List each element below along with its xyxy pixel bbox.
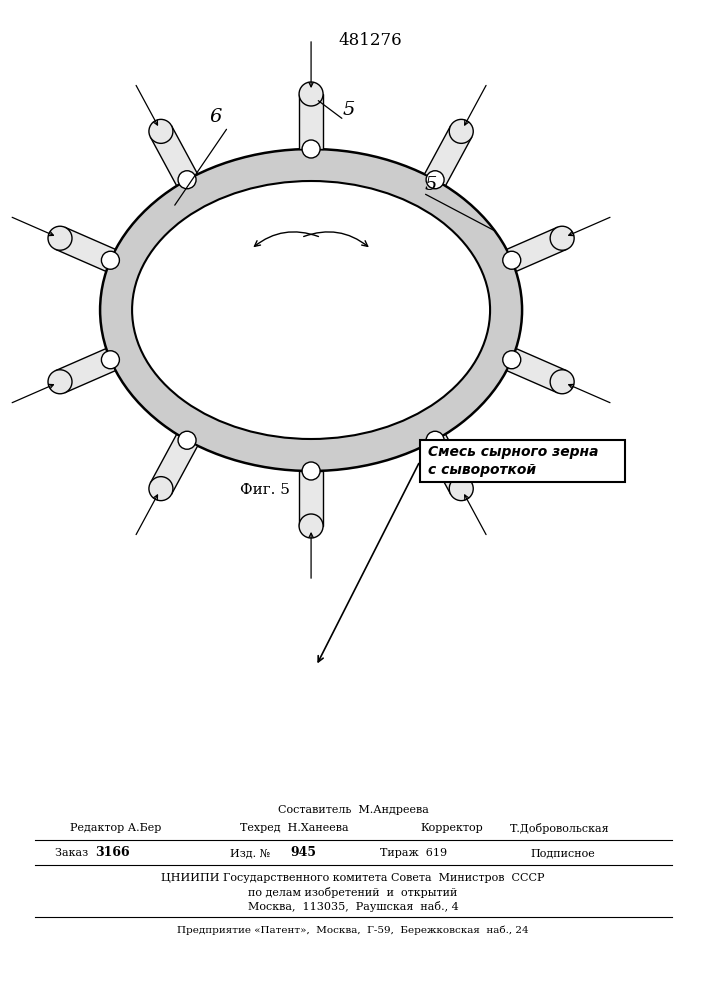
Circle shape (48, 226, 72, 250)
Text: Фиг. 5: Фиг. 5 (240, 483, 290, 497)
Circle shape (178, 171, 196, 189)
Circle shape (550, 370, 574, 394)
Circle shape (550, 226, 574, 250)
Polygon shape (299, 471, 323, 526)
Circle shape (449, 477, 473, 501)
Text: Подписное: Подписное (530, 848, 595, 858)
Text: Москва,  113035,  Раушская  наб., 4: Москва, 113035, Раушская наб., 4 (247, 900, 458, 912)
Circle shape (426, 171, 444, 189)
Circle shape (302, 140, 320, 158)
Polygon shape (151, 435, 198, 494)
Text: Составитель  М.Андреева: Составитель М.Андреева (278, 805, 428, 815)
Polygon shape (507, 227, 567, 271)
Circle shape (101, 351, 119, 369)
Circle shape (299, 514, 323, 538)
Ellipse shape (132, 181, 490, 439)
Text: 5: 5 (425, 176, 437, 194)
Text: 3166: 3166 (95, 846, 129, 859)
Circle shape (101, 251, 119, 269)
Text: с сывороткой: с сывороткой (428, 463, 536, 477)
Text: 6: 6 (210, 108, 222, 126)
Text: Т.Добровольская: Т.Добровольская (510, 822, 609, 834)
Circle shape (503, 251, 521, 269)
Text: ЦНИИПИ Государственного комитета Совета  Министров  СССР: ЦНИИПИ Государственного комитета Совета … (161, 873, 545, 883)
Bar (420, 440, 625, 482)
Circle shape (503, 351, 521, 369)
Text: Тираж  619: Тираж 619 (380, 848, 447, 858)
Circle shape (48, 370, 72, 394)
Text: Предприятие «Патент»,  Москва,  Г-59,  Бережковская  наб., 24: Предприятие «Патент», Москва, Г-59, Бере… (177, 925, 529, 935)
Polygon shape (507, 349, 567, 393)
Ellipse shape (100, 149, 522, 471)
Text: Заказ: Заказ (55, 848, 92, 858)
Text: Смесь сырного зерна: Смесь сырного зерна (428, 445, 599, 459)
Text: по делам изобретений  и  открытий: по делам изобретений и открытий (248, 886, 457, 898)
Circle shape (426, 431, 444, 449)
Circle shape (149, 119, 173, 143)
Text: Редактор А.Бер: Редактор А.Бер (70, 823, 161, 833)
Polygon shape (55, 227, 115, 271)
Text: 945: 945 (290, 846, 316, 859)
Circle shape (302, 462, 320, 480)
Text: Корректор: Корректор (420, 823, 483, 833)
Polygon shape (299, 94, 323, 149)
Text: Техред  Н.Ханеева: Техред Н.Ханеева (240, 823, 349, 833)
Polygon shape (424, 126, 472, 185)
Text: 481276: 481276 (338, 32, 402, 49)
Polygon shape (424, 435, 472, 494)
Text: 5: 5 (343, 101, 355, 119)
Circle shape (149, 477, 173, 501)
Circle shape (449, 119, 473, 143)
Polygon shape (151, 126, 198, 185)
Polygon shape (55, 349, 115, 393)
Circle shape (178, 431, 196, 449)
Circle shape (299, 82, 323, 106)
Text: Изд. №: Изд. № (230, 848, 277, 858)
